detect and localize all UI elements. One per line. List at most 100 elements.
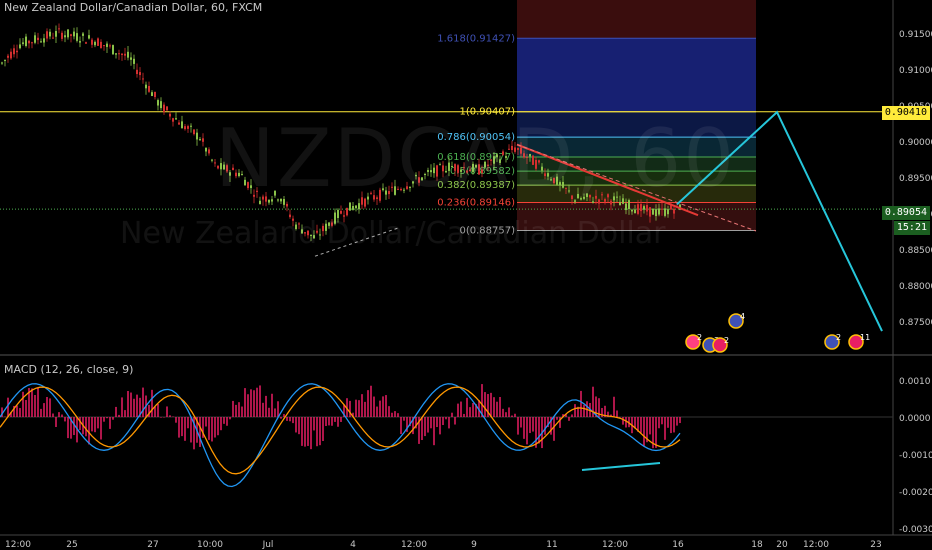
candle-body <box>349 202 351 211</box>
candle-body <box>250 185 252 189</box>
candle-body <box>259 200 261 205</box>
fib-zone <box>517 171 756 186</box>
event-badge[interactable]: 11 <box>848 333 870 350</box>
event-badge-count: 2 <box>697 333 702 342</box>
candle-body <box>628 200 630 210</box>
event-badge[interactable]: 2 <box>712 336 729 353</box>
candle-body <box>673 208 675 214</box>
candle-body <box>421 177 423 181</box>
candle-body <box>280 198 282 202</box>
event-badge-circle <box>685 334 701 350</box>
candle-body <box>622 198 624 204</box>
candle-body <box>58 28 60 30</box>
candle-body <box>145 84 147 89</box>
candle-body <box>82 33 84 36</box>
candle-body <box>295 224 297 230</box>
candle-body <box>565 187 567 189</box>
candle-body <box>493 156 495 164</box>
candle-body <box>394 186 396 195</box>
candle-body <box>373 195 375 200</box>
candle-body <box>151 92 153 96</box>
candle-body <box>19 44 21 49</box>
macd-indicator-label[interactable]: MACD (12, 26, close, 9) <box>4 363 134 376</box>
candle-body <box>109 45 111 47</box>
candle-body <box>586 193 588 197</box>
candle-body <box>595 195 597 199</box>
event-badge-count: 2 <box>724 336 729 345</box>
candle-body <box>199 139 201 141</box>
candle-body <box>634 209 636 214</box>
macd-tick-label: 0.0010 <box>899 377 931 387</box>
candle-body <box>661 208 663 210</box>
candle-body <box>451 166 453 168</box>
candle-body <box>163 104 165 113</box>
time-tick-label: 9 <box>471 540 477 550</box>
bar-countdown: 15:21 <box>893 221 930 235</box>
candle-body <box>310 234 312 236</box>
candle-body <box>223 164 225 170</box>
candle-body <box>214 162 216 164</box>
candle-body <box>277 199 279 201</box>
candle-body <box>301 229 303 234</box>
candle-body <box>448 162 450 171</box>
candle-body <box>103 45 105 47</box>
macd-tick-label: -0.0010 <box>899 451 932 461</box>
candle-body <box>247 182 249 189</box>
time-tick-label: 27 <box>147 540 158 550</box>
candle-body <box>31 42 33 44</box>
candle-body <box>640 204 642 212</box>
candle-body <box>670 204 672 210</box>
candle-body <box>43 38 45 43</box>
candle-body <box>529 154 531 157</box>
candle-body <box>514 147 516 152</box>
candle-body <box>385 190 387 195</box>
candle-body <box>136 69 138 75</box>
event-badge[interactable]: 2 <box>685 333 702 350</box>
candle-body <box>346 207 348 216</box>
candle-body <box>604 199 606 202</box>
candle-body <box>73 31 75 37</box>
candle-body <box>22 42 24 44</box>
candle-body <box>391 186 393 188</box>
candle-body <box>49 31 51 37</box>
candle-body <box>616 196 618 198</box>
candle-body <box>433 167 435 174</box>
event-badge-count: 11 <box>860 333 870 342</box>
hline-price-tag: 0.90410 <box>881 106 930 120</box>
time-tick-label: 12:00 <box>401 540 427 550</box>
chart-title[interactable]: New Zealand Dollar/Canadian Dollar, 60, … <box>4 1 263 14</box>
candle-body <box>7 55 9 58</box>
candle-body <box>412 181 414 184</box>
candle-body <box>643 206 645 210</box>
candle-body <box>574 200 576 202</box>
candle-body <box>175 118 177 120</box>
candle-body <box>94 41 96 46</box>
time-tick-label: 16 <box>672 540 684 550</box>
candle-body <box>460 169 462 172</box>
candle-body <box>376 197 378 199</box>
candle-body <box>583 196 585 199</box>
event-badge-count: 2 <box>836 333 841 342</box>
candle-body <box>142 78 144 80</box>
candle-body <box>427 170 429 172</box>
event-badge[interactable]: 2 <box>824 333 841 350</box>
candle-body <box>430 170 432 173</box>
macd-tick-label: 0.0000 <box>899 414 931 424</box>
candle-body <box>367 196 369 200</box>
candle-body <box>526 156 528 158</box>
candle-body <box>424 174 426 176</box>
candle-body <box>520 147 522 154</box>
candle-body <box>10 51 12 59</box>
macd-tick-label: -0.0020 <box>899 488 932 498</box>
candle-body <box>613 196 615 201</box>
candle-body <box>463 167 465 169</box>
candle-body <box>619 202 621 206</box>
candle-body <box>475 165 477 168</box>
candle-body <box>517 148 519 150</box>
candle-body <box>4 59 6 61</box>
event-badge[interactable]: 4 <box>728 312 745 329</box>
candle-body <box>364 198 366 207</box>
candle-body <box>16 50 18 53</box>
